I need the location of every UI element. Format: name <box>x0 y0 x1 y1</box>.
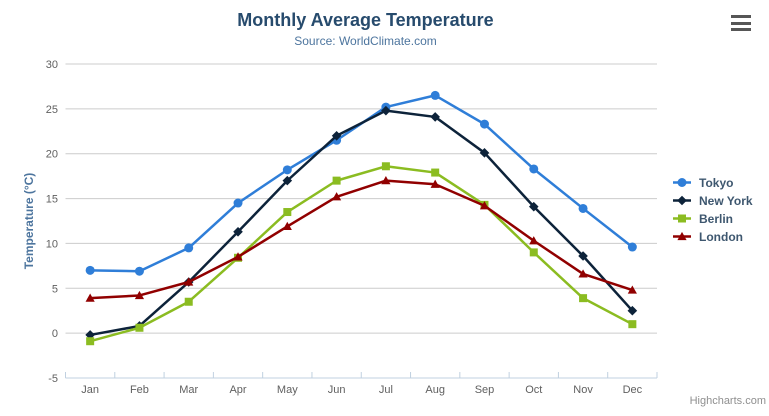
legend-marker-circle-icon <box>673 178 691 187</box>
legend-marker-square-icon <box>673 214 691 223</box>
series-london-line <box>88 179 634 300</box>
series-berlin-point[interactable] <box>579 294 588 303</box>
x-axis-label: Feb <box>130 384 149 396</box>
legend-marker-diamond-icon <box>673 195 691 206</box>
export-menu-button[interactable] <box>731 15 753 31</box>
x-axis-label: Sep <box>475 384 495 396</box>
series-berlin-point[interactable] <box>431 168 440 177</box>
legend-label: Berlin <box>699 211 734 226</box>
y-axis-label: 15 <box>46 194 58 206</box>
series-new-york-point[interactable] <box>578 251 588 261</box>
series-tokyo-point[interactable] <box>85 265 95 275</box>
series-berlin-point[interactable] <box>628 320 637 329</box>
series-berlin-point[interactable] <box>529 248 538 257</box>
series-london-point[interactable] <box>430 179 440 188</box>
x-axis-label: Nov <box>573 384 593 396</box>
series-new-york-point[interactable] <box>282 175 293 186</box>
burger-bar <box>731 15 751 18</box>
x-axis-label: Mar <box>179 384 198 396</box>
series-london-point[interactable] <box>381 176 391 185</box>
x-axis-label: Jun <box>328 384 346 396</box>
series-tokyo-line <box>88 94 634 273</box>
legend-item-london[interactable]: London <box>673 228 753 245</box>
series-new-york-point[interactable] <box>627 305 638 316</box>
burger-bar <box>731 21 751 25</box>
legend-symbol-berlin <box>678 214 686 223</box>
series-tokyo-point[interactable] <box>430 90 440 100</box>
series-tokyo-point[interactable] <box>627 242 637 252</box>
series-berlin-point[interactable] <box>332 176 341 185</box>
y-axis-label: -5 <box>48 373 58 385</box>
series-berlin-point[interactable] <box>184 297 193 306</box>
series-london-point[interactable] <box>627 285 637 294</box>
series-berlin-point[interactable] <box>283 208 292 217</box>
x-axis-label: Dec <box>623 384 643 396</box>
legend-symbol-new-york <box>677 195 687 206</box>
series-new-york-point[interactable] <box>331 130 342 141</box>
series-london-point[interactable] <box>282 221 292 230</box>
y-axis-label: 25 <box>46 104 58 116</box>
legend-label: Tokyo <box>699 175 734 190</box>
series-london-point[interactable] <box>85 293 95 302</box>
chart-subtitle: Source: WorldClimate.com <box>294 34 437 48</box>
series-tokyo-point[interactable] <box>184 243 194 253</box>
series-tokyo-point[interactable] <box>479 119 489 129</box>
series-new-york-point[interactable] <box>479 148 490 158</box>
y-axis-label: 5 <box>52 283 58 295</box>
series-tokyo-point[interactable] <box>578 203 588 213</box>
x-axis-label: Oct <box>525 384 542 396</box>
x-axis-label: Jan <box>81 384 99 396</box>
legend-item-new-york[interactable]: New York <box>673 192 753 209</box>
series-tokyo-point[interactable] <box>529 164 539 174</box>
series-tokyo-point[interactable] <box>233 198 243 208</box>
series-berlin-line <box>88 165 634 343</box>
series-new-york-point[interactable] <box>233 226 243 237</box>
series-berlin-point[interactable] <box>135 323 144 332</box>
series-berlin-point[interactable] <box>86 337 95 346</box>
y-axis-label: 0 <box>52 328 58 340</box>
x-axis-label: May <box>277 384 298 396</box>
series-berlin-point[interactable] <box>381 162 390 171</box>
series-london-point[interactable] <box>578 269 588 278</box>
legend-marker-triangle-icon <box>673 231 691 241</box>
burger-bar <box>731 28 751 31</box>
series-london-point[interactable] <box>479 201 490 210</box>
legend-label: London <box>699 229 743 244</box>
legend-symbol-tokyo <box>677 178 687 187</box>
x-axis-label: Aug <box>425 384 445 396</box>
series-london-point[interactable] <box>529 236 539 245</box>
series-new-york-point[interactable] <box>430 112 440 122</box>
x-axis-label: Jul <box>379 384 393 396</box>
series-london-point[interactable] <box>233 252 243 261</box>
series-tokyo-point[interactable] <box>134 266 144 276</box>
legend: Tokyo New York Berlin London <box>673 174 753 246</box>
legend-symbol-london <box>677 231 687 241</box>
series-london-point[interactable] <box>184 277 194 286</box>
series-new-york-point[interactable] <box>381 105 391 116</box>
x-axis-label: Apr <box>229 384 246 396</box>
series-london-point[interactable] <box>332 192 342 201</box>
legend-item-tokyo[interactable]: Tokyo <box>673 174 753 191</box>
chart-title: Monthly Average Temperature <box>237 10 494 30</box>
legend-item-berlin[interactable]: Berlin <box>673 210 753 227</box>
series-tokyo-point[interactable] <box>282 165 292 175</box>
legend-label: New York <box>699 193 753 208</box>
series-new-york-point[interactable] <box>528 201 539 212</box>
y-axis-label: 30 <box>46 59 58 71</box>
series-new-york-point[interactable] <box>85 330 95 340</box>
y-axis-label: 10 <box>46 238 58 250</box>
series-london-point[interactable] <box>134 290 145 300</box>
y-axis-label: 20 <box>46 149 58 161</box>
series-new-york-line <box>88 109 634 337</box>
highcharts-credit[interactable]: Highcharts.com <box>689 395 766 407</box>
